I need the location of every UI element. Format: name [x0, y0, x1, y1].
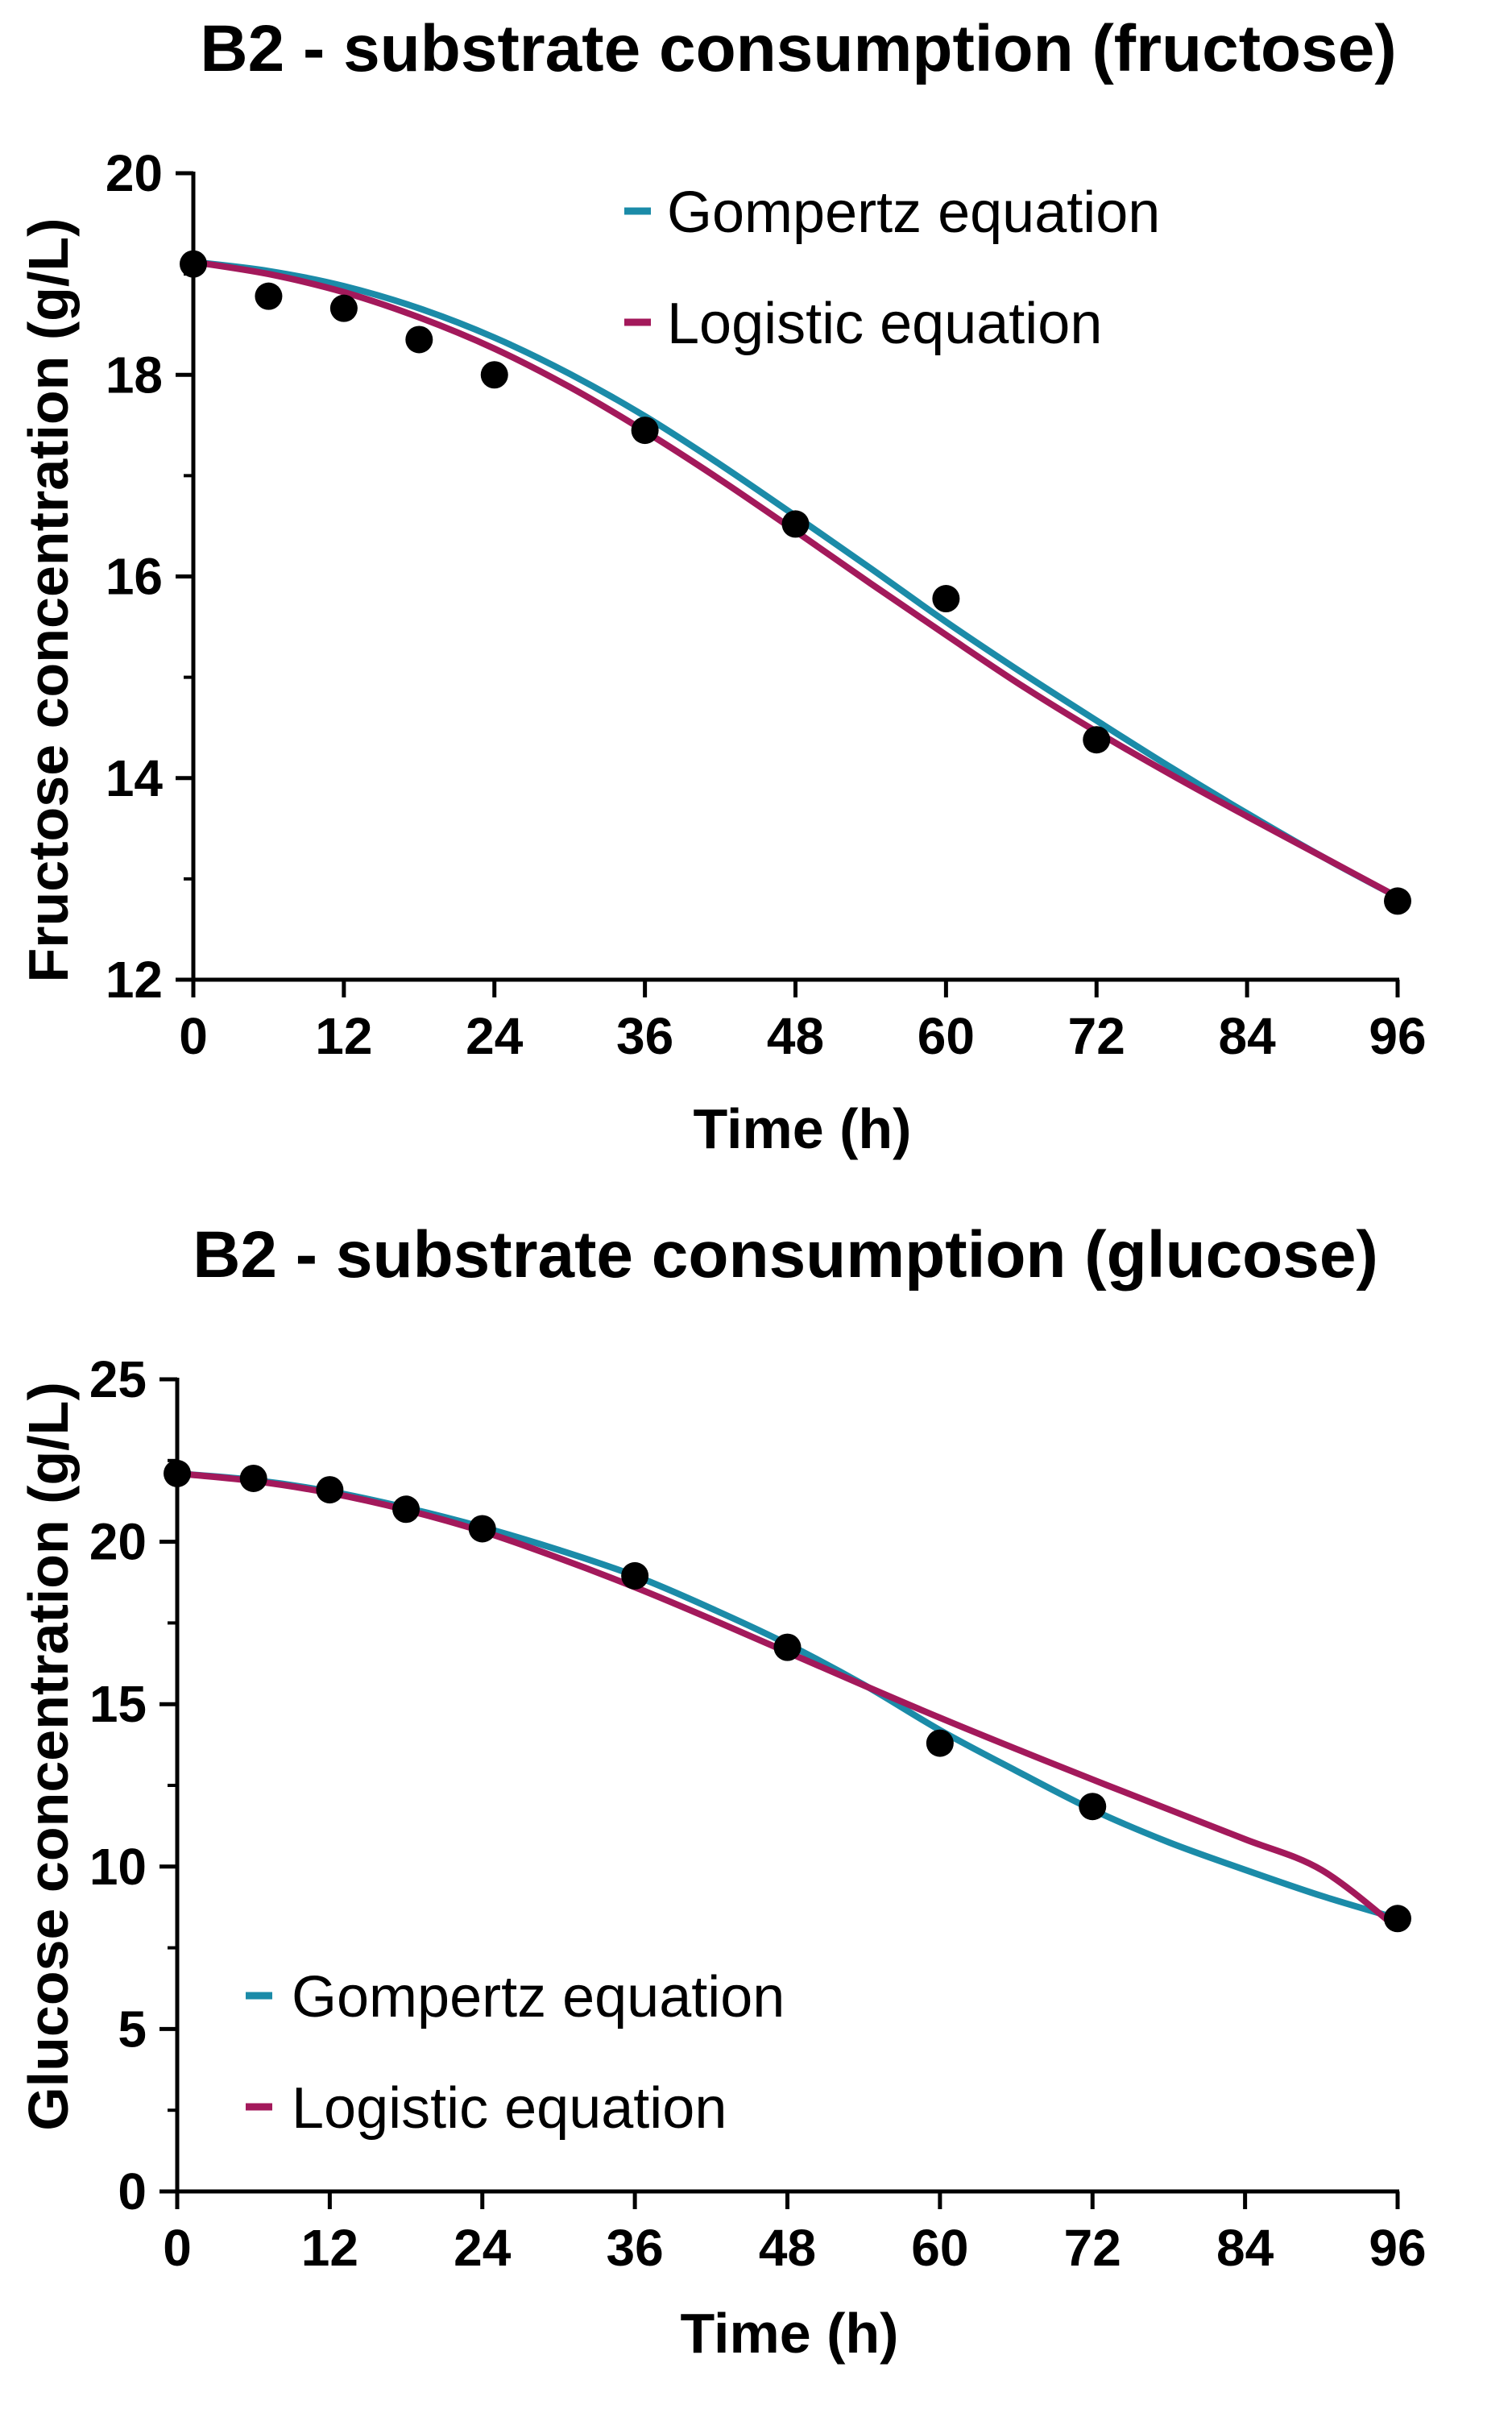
- x-tick-label: 72: [1064, 2219, 1121, 2277]
- x-axis-title: Time (h): [681, 2302, 899, 2365]
- x-axis-title: Time (h): [694, 1097, 912, 1160]
- data-points: [180, 250, 1411, 915]
- data-points: [164, 1459, 1411, 1933]
- data-point: [255, 282, 283, 310]
- data-point: [781, 510, 810, 538]
- x-tick-label: 36: [607, 2219, 664, 2277]
- y-tick-label: 20: [106, 144, 163, 202]
- x-tick-label: 0: [179, 1007, 208, 1065]
- data-point: [773, 1633, 802, 1661]
- data-point: [1079, 1793, 1107, 1821]
- data-point: [392, 1495, 420, 1524]
- data-point: [1384, 887, 1411, 915]
- x-tick-label: 48: [759, 2219, 816, 2277]
- chart-glucose: B2 - substrate consumption (glucose) Glu…: [17, 1218, 1427, 2365]
- x-tick-label: 48: [767, 1007, 824, 1065]
- x-tick-label: 24: [454, 2219, 512, 2277]
- x-tick-label: 84: [1219, 1007, 1277, 1065]
- y-tick-label: 12: [106, 951, 163, 1009]
- data-point: [932, 585, 960, 613]
- x-tick-label: 60: [918, 1007, 975, 1065]
- data-point: [480, 361, 508, 389]
- y-axis-title: Fructose concentration (g/L): [17, 218, 80, 983]
- legend-label-logistic: Logistic equation: [292, 2076, 727, 2141]
- y-axis-title: Glucose concentration (g/L): [17, 1382, 80, 2131]
- x-tick-label: 96: [1369, 1007, 1426, 1065]
- x-tick-label: 12: [315, 1007, 372, 1065]
- y-tick-label: 5: [118, 2000, 147, 2058]
- data-point: [316, 1476, 344, 1504]
- legend-label-logistic: Logistic equation: [667, 292, 1102, 356]
- data-point: [468, 1515, 496, 1543]
- y-tick-label: 16: [106, 548, 163, 606]
- chart-title: B2 - substrate consumption (glucose): [193, 1218, 1378, 1291]
- ticks: 0 12 24 36 48 60 72 84 96 0 5 10 15 20 25: [89, 1350, 1427, 2277]
- data-point: [631, 417, 659, 445]
- y-tick-label: 0: [118, 2162, 147, 2220]
- y-tick-label: 18: [106, 346, 163, 404]
- legend-label-gompertz: Gompertz equation: [667, 180, 1160, 245]
- data-point: [164, 1459, 191, 1487]
- ticks: 0 12 24 36 48 60 72 84 96 12 14 16 18 20: [106, 144, 1427, 1065]
- x-tick-label: 60: [911, 2219, 968, 2277]
- x-tick-label: 12: [301, 2219, 358, 2277]
- series-lines: [174, 1470, 1401, 1932]
- series-line-logistic: [190, 259, 1401, 901]
- data-point: [1083, 726, 1111, 754]
- x-tick-label: 36: [616, 1007, 673, 1065]
- x-tick-label: 84: [1216, 2219, 1274, 2277]
- chart-fructose: B2 - substrate consumption (fructose) Fr…: [17, 12, 1427, 1160]
- chart-title: B2 - substrate consumption (fructose): [200, 12, 1396, 85]
- data-point: [1384, 1905, 1411, 1933]
- y-tick-label: 10: [89, 1838, 147, 1896]
- series-lines: [190, 259, 1401, 901]
- y-tick-label: 15: [89, 1675, 147, 1733]
- data-point: [926, 1729, 954, 1757]
- data-point: [329, 294, 358, 322]
- legend: Gompertz equation Logistic equation: [246, 1965, 785, 2141]
- x-tick-label: 72: [1068, 1007, 1125, 1065]
- y-tick-label: 20: [89, 1513, 147, 1571]
- legend: Gompertz equation Logistic equation: [624, 180, 1160, 356]
- data-point: [405, 325, 433, 354]
- data-point: [239, 1464, 267, 1492]
- x-tick-label: 0: [163, 2219, 192, 2277]
- data-point: [621, 1561, 649, 1590]
- x-tick-label: 24: [466, 1007, 524, 1065]
- x-tick-label: 96: [1369, 2219, 1426, 2277]
- y-tick-label: 25: [89, 1350, 147, 1408]
- y-tick-label: 14: [106, 749, 164, 807]
- legend-label-gompertz: Gompertz equation: [292, 1965, 785, 2029]
- series-line-gompertz: [174, 1470, 1401, 1922]
- data-point: [180, 250, 207, 278]
